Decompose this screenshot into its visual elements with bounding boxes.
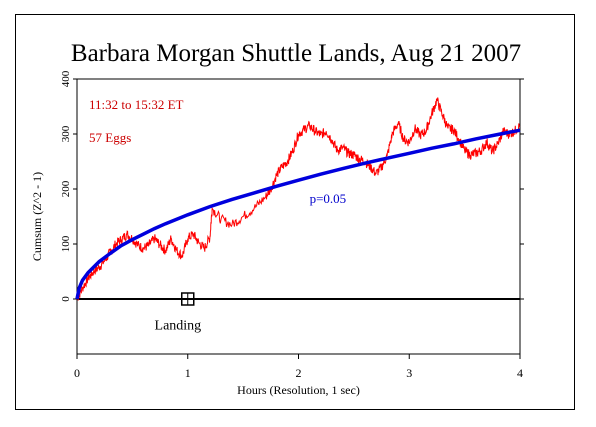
annotation-landing: Landing xyxy=(155,318,202,333)
y-axis-ticks: 0 100 200 300 400 xyxy=(60,70,524,302)
y-tick-label: 100 xyxy=(60,235,72,252)
annotation-time-range: 11:32 to 15:32 ET xyxy=(89,97,184,112)
plot-border xyxy=(76,78,521,355)
y-tick-label: 0 xyxy=(60,296,72,302)
x-tick-label: 2 xyxy=(296,366,302,380)
x-tick-label: 1 xyxy=(185,366,191,380)
x-axis-label: Hours (Resolution, 1 sec) xyxy=(237,383,360,397)
y-tick-label: 400 xyxy=(60,70,72,87)
x-tick-label: 3 xyxy=(406,366,412,380)
chart-title: Barbara Morgan Shuttle Lands, Aug 21 200… xyxy=(71,40,521,67)
y-tick-label: 200 xyxy=(60,180,72,197)
y-axis-label: Cumsum (Z^2 - 1) xyxy=(30,172,44,261)
plot-area: 0 100 200 300 400 0 1 2 3 4 xyxy=(60,70,524,380)
x-tick-label: 4 xyxy=(517,366,523,380)
x-axis-ticks: 0 1 2 3 4 xyxy=(74,354,523,380)
x-tick-label: 0 xyxy=(74,366,80,380)
chart-frame: Barbara Morgan Shuttle Lands, Aug 21 200… xyxy=(15,14,575,410)
landing-event-marker xyxy=(181,292,195,306)
y-tick-label: 300 xyxy=(60,125,72,142)
annotation-p-value: p=0.05 xyxy=(310,191,347,206)
series-line-cumsum xyxy=(76,97,521,301)
series-line-p005-envelope xyxy=(75,128,521,300)
annotation-eggs: 57 Eggs xyxy=(89,130,131,145)
chart-svg: Barbara Morgan Shuttle Lands, Aug 21 200… xyxy=(30,40,524,397)
